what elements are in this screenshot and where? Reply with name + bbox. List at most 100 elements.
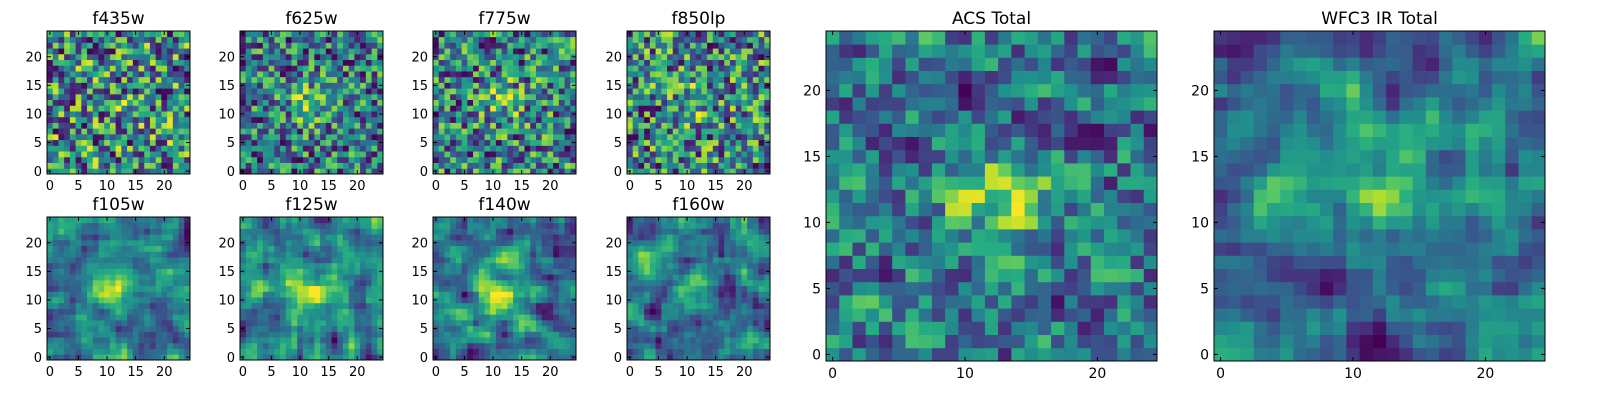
heatmap-cell bbox=[47, 279, 54, 287]
heatmap-cell bbox=[64, 279, 71, 287]
heatmap-cell bbox=[178, 228, 185, 235]
heatmap-cell bbox=[632, 162, 639, 169]
heatmap-cell bbox=[627, 122, 634, 129]
heatmap-cell bbox=[297, 222, 304, 229]
heatmap-cell bbox=[455, 257, 462, 264]
heatmap-cell bbox=[541, 302, 548, 309]
heatmap-cell bbox=[167, 262, 174, 269]
heatmap-cell bbox=[127, 76, 134, 83]
heatmap-cell bbox=[127, 291, 134, 298]
heatmap-cell bbox=[473, 262, 480, 269]
heatmap-cell bbox=[758, 274, 765, 281]
heatmap-cell bbox=[541, 331, 548, 338]
heatmap-cell bbox=[138, 133, 145, 141]
heatmap-cell bbox=[360, 156, 367, 163]
heatmap-cell bbox=[450, 53, 457, 60]
heatmap-cell bbox=[52, 245, 59, 252]
heatmap-cell bbox=[444, 42, 451, 49]
heatmap-cell bbox=[320, 122, 327, 129]
heatmap-cell bbox=[64, 53, 71, 60]
heatmap-cell bbox=[167, 228, 174, 235]
heatmap-cell bbox=[348, 105, 355, 112]
heatmap-cell bbox=[320, 48, 327, 55]
heatmap-cell bbox=[109, 268, 117, 275]
heatmap-cell bbox=[689, 36, 697, 43]
heatmap-cell bbox=[724, 337, 731, 344]
heatmap-cell bbox=[245, 48, 252, 55]
heatmap-cell bbox=[473, 59, 480, 66]
heatmap-cell bbox=[98, 93, 105, 101]
heatmap-cell bbox=[47, 65, 54, 72]
heatmap-cell bbox=[627, 337, 634, 344]
heatmap-cell bbox=[64, 65, 71, 72]
heatmap-cell bbox=[490, 36, 497, 43]
heatmap-cell bbox=[268, 342, 275, 349]
heatmap-cell bbox=[667, 302, 674, 309]
heatmap-cell bbox=[320, 302, 327, 309]
heatmap-cell bbox=[274, 245, 281, 252]
axes-frame bbox=[46, 30, 191, 175]
heatmap-cell bbox=[291, 274, 298, 281]
heatmap-cell bbox=[161, 297, 168, 304]
heatmap-cell bbox=[167, 128, 174, 135]
heatmap-cell bbox=[240, 133, 247, 141]
heatmap-cell bbox=[644, 348, 651, 355]
heatmap-cell bbox=[81, 48, 88, 55]
heatmap-cell bbox=[47, 145, 54, 152]
heatmap-cell bbox=[291, 325, 298, 332]
heatmap-cell bbox=[718, 319, 725, 327]
heatmap-cell bbox=[735, 285, 742, 292]
heatmap-cell bbox=[69, 116, 76, 123]
heatmap-cell bbox=[280, 128, 287, 135]
heatmap-cell bbox=[291, 331, 298, 338]
heatmap-cell bbox=[741, 99, 748, 106]
heatmap-cell bbox=[144, 257, 151, 264]
heatmap-cell bbox=[678, 99, 685, 106]
heatmap-cell bbox=[450, 128, 457, 135]
heatmap-cell bbox=[649, 71, 656, 78]
heatmap-cell bbox=[64, 331, 71, 338]
heatmap-cell bbox=[473, 48, 480, 55]
heatmap-cell bbox=[553, 116, 560, 123]
heatmap-cell bbox=[268, 128, 275, 135]
heatmap-cell bbox=[638, 42, 645, 49]
heatmap-cell bbox=[371, 168, 378, 175]
heatmap-cell bbox=[712, 319, 719, 327]
heatmap-cell bbox=[257, 71, 264, 78]
heatmap-cell bbox=[331, 116, 338, 123]
heatmap-cell bbox=[337, 245, 344, 252]
heatmap-cell bbox=[495, 139, 503, 146]
heatmap-cell bbox=[638, 337, 645, 344]
heatmap-cell bbox=[257, 65, 264, 72]
heatmap-cell bbox=[245, 139, 252, 146]
heatmap-cell bbox=[564, 111, 571, 118]
heatmap-cell bbox=[325, 274, 332, 281]
heatmap-cell bbox=[64, 325, 71, 332]
heatmap-cell bbox=[81, 105, 88, 112]
heatmap-cell bbox=[558, 245, 565, 252]
heatmap-cell bbox=[161, 337, 168, 344]
heatmap-cell bbox=[268, 274, 275, 281]
heatmap-cell bbox=[632, 71, 639, 78]
heatmap-cell bbox=[274, 82, 281, 89]
heatmap-cell bbox=[274, 48, 281, 55]
heatmap-cell bbox=[564, 245, 571, 252]
heatmap-cell bbox=[184, 222, 191, 229]
heatmap-cell bbox=[268, 59, 275, 66]
heatmap-cell bbox=[718, 99, 725, 106]
heatmap-cell bbox=[104, 342, 111, 349]
heatmap-cell bbox=[109, 65, 117, 72]
heatmap-cell bbox=[501, 217, 508, 224]
y-tick-label: 20 bbox=[411, 50, 428, 65]
heatmap-cell bbox=[115, 71, 122, 78]
heatmap-cell bbox=[649, 302, 656, 309]
heatmap-cell bbox=[377, 71, 384, 78]
heatmap-cell bbox=[712, 99, 719, 106]
heatmap-cell bbox=[297, 331, 304, 338]
heatmap-cell bbox=[638, 151, 645, 158]
heatmap-cell bbox=[672, 319, 679, 327]
heatmap-cell bbox=[438, 133, 445, 141]
